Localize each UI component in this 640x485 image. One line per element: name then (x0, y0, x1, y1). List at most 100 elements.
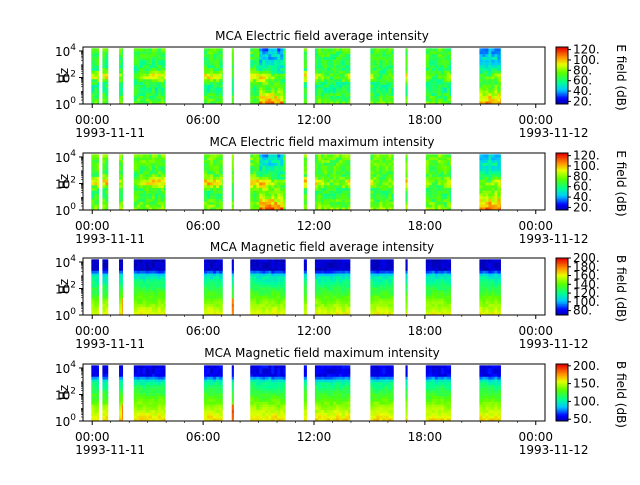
y-axis-label: Hz (57, 174, 71, 189)
spectrogram-cell (97, 290, 99, 293)
spectrogram-cell (140, 179, 143, 182)
spectrogram-cell (271, 307, 274, 310)
spectrogram-cell (376, 59, 379, 62)
spectrogram-cell (97, 54, 99, 57)
spectrogram-cell (339, 284, 342, 287)
spectrogram-cell (327, 188, 330, 191)
spectrogram-cell (342, 293, 345, 296)
spectrogram-cell (327, 202, 330, 205)
spectrogram-cell (250, 54, 253, 57)
spectrogram-cell (97, 259, 99, 262)
spectrogram-cell (435, 51, 438, 54)
spectrogram-cell (207, 290, 210, 293)
spectrogram-cell (119, 304, 122, 307)
spectrogram-cell (137, 165, 140, 168)
spectrogram-cell (274, 309, 277, 312)
spectrogram-cell (497, 79, 500, 82)
spectrogram-cell (373, 177, 376, 180)
spectrogram-cell (432, 259, 435, 262)
spectrogram-cell (330, 54, 333, 57)
spectrogram-cell (479, 204, 482, 207)
spectrogram-cell (274, 57, 277, 60)
spectrogram-cell (479, 273, 482, 276)
spectrogram-cell (450, 68, 451, 71)
spectrogram-cell (485, 301, 488, 304)
spectrogram-cell (488, 191, 491, 194)
spectrogram-cell (388, 301, 391, 304)
spectrogram-cell (497, 65, 500, 68)
spectrogram-cell (426, 174, 429, 177)
spectrogram-cell (482, 174, 485, 177)
spectrogram-cell (321, 160, 324, 163)
spectrogram-cell (388, 191, 391, 194)
spectrogram-cell (122, 307, 123, 310)
spectrogram-cell (152, 196, 155, 199)
spectrogram-cell (447, 57, 450, 60)
spectrogram-cell (152, 79, 155, 82)
spectrogram-cell (426, 296, 429, 299)
spectrogram-cell (91, 82, 94, 85)
spectrogram-cell (280, 76, 283, 79)
spectrogram-cell (441, 98, 444, 101)
spectrogram-cell (336, 262, 339, 265)
spectrogram-cell (232, 276, 234, 279)
spectrogram-cell (216, 71, 219, 74)
spectrogram-cell (435, 301, 438, 304)
spectrogram-cell (426, 57, 429, 60)
spectrogram-cell (280, 98, 283, 101)
spectrogram-cell (140, 273, 143, 276)
spectrogram-cell (304, 48, 307, 51)
spectrogram-cell (479, 87, 482, 90)
spectrogram-cell (318, 309, 321, 312)
spectrogram-cell (500, 293, 501, 296)
spectrogram-cell (304, 54, 307, 57)
spectrogram-cell (388, 96, 391, 99)
spectrogram-cell (265, 82, 268, 85)
spectrogram-cell (222, 290, 223, 293)
spectrogram-cell (137, 82, 140, 85)
spectrogram-cell (122, 51, 123, 54)
spectrogram-cell (482, 168, 485, 171)
spectrogram-cell (324, 287, 327, 290)
spectrogram-cell (479, 154, 482, 157)
spectrogram-cell (149, 301, 152, 304)
spectrogram-cell (262, 304, 265, 307)
spectrogram-cell (280, 85, 283, 88)
spectrogram-cell (379, 154, 382, 157)
spectrogram-cell (140, 182, 143, 185)
spectrogram-cell (382, 276, 385, 279)
spectrogram-cell (102, 59, 105, 62)
spectrogram-cell (119, 202, 122, 205)
spectrogram-cell (259, 182, 262, 185)
spectrogram-cell (382, 265, 385, 268)
spectrogram-cell (210, 73, 213, 76)
spectrogram-cell (119, 282, 122, 285)
spectrogram-cell (280, 168, 283, 171)
spectrogram-cell (432, 174, 435, 177)
spectrogram-cell (494, 168, 497, 171)
spectrogram-cell (500, 68, 501, 71)
spectrogram-cell (382, 296, 385, 299)
spectrogram-cell (333, 177, 336, 180)
spectrogram-cell (479, 307, 482, 310)
spectrogram-cell (339, 273, 342, 276)
spectrogram-cell (119, 293, 122, 296)
spectrogram-cell (345, 71, 348, 74)
spectrogram-cell (444, 76, 447, 79)
spectrogram-cell (405, 204, 407, 207)
spectrogram-cell (488, 196, 491, 199)
spectrogram-cell (280, 304, 283, 307)
spectrogram-cell (253, 93, 256, 96)
spectrogram-cell (348, 171, 350, 174)
spectrogram-cell (450, 51, 451, 54)
spectrogram-cell (137, 179, 140, 182)
spectrogram-cell (94, 268, 97, 271)
spectrogram-cell (324, 168, 327, 171)
spectrogram-cell (438, 96, 441, 99)
spectrogram-cell (222, 204, 223, 207)
spectrogram-cell (497, 259, 500, 262)
spectrogram-cell (253, 276, 256, 279)
spectrogram-cell (432, 168, 435, 171)
spectrogram-cell (438, 93, 441, 96)
spectrogram-cell (304, 87, 307, 90)
